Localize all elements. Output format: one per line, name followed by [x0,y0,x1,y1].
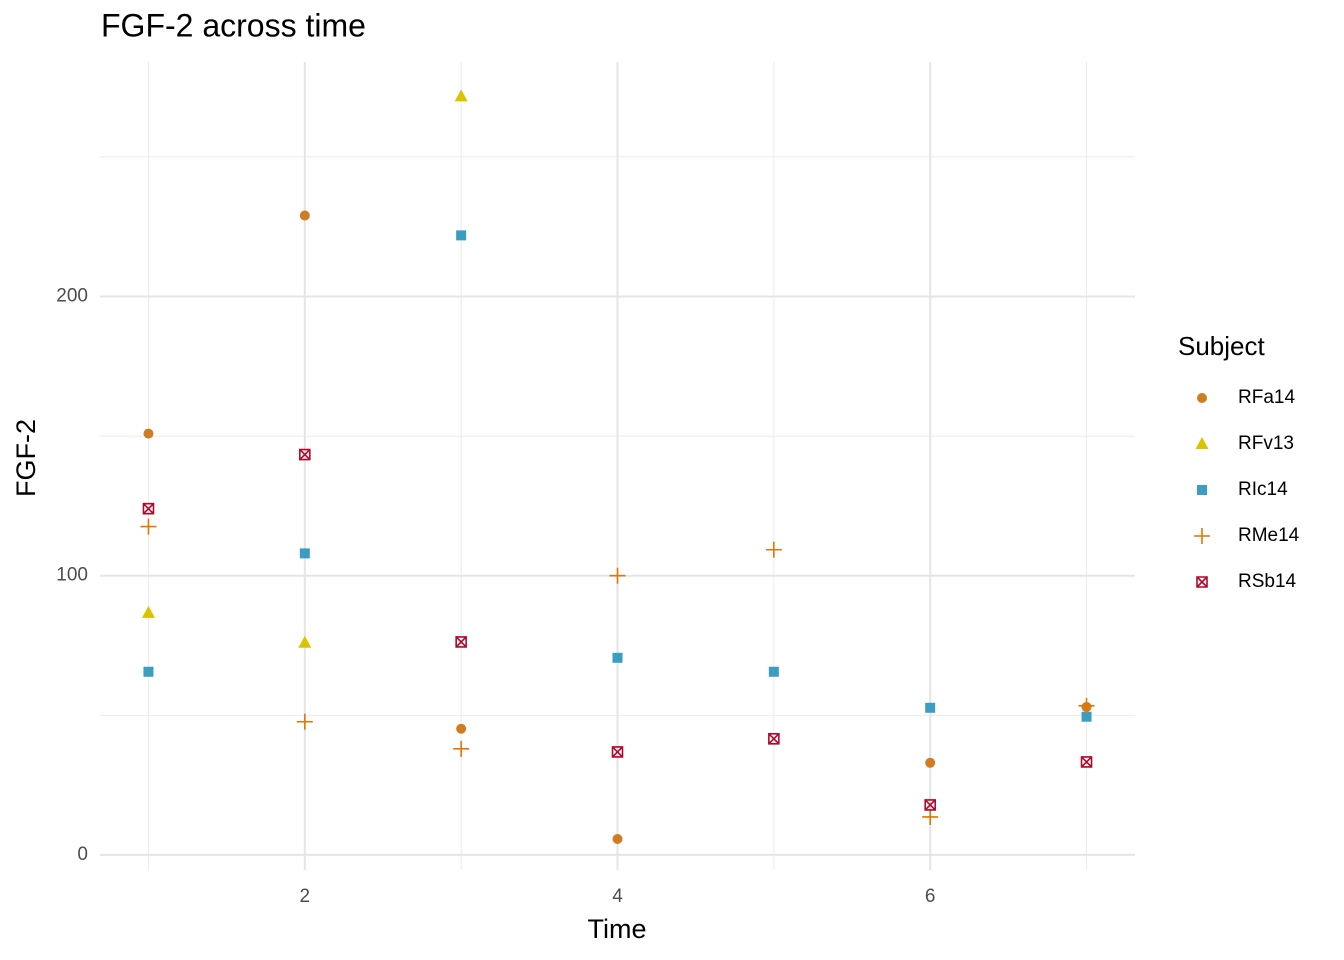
legend-label: RFa14 [1238,387,1295,408]
point [298,635,312,648]
point [765,541,782,558]
point [768,666,779,677]
y-tick-label: 200 [56,286,88,307]
point [140,518,157,535]
legend-marker [1196,576,1208,588]
point [453,740,470,757]
grid [100,62,1135,870]
legend-marker [1197,393,1207,403]
chart-title: FGF-2 across time [101,7,366,43]
point [143,428,154,439]
x-tick-label: 4 [612,886,623,907]
point [299,448,311,461]
point [456,230,467,241]
point [768,732,780,745]
legend-label: RFv13 [1238,433,1294,454]
legend-title: Subject [1178,331,1265,361]
point [1081,711,1092,722]
legend-marker [1195,437,1209,449]
point [454,89,468,102]
point [143,666,154,677]
legend-label: RMe14 [1238,525,1300,546]
point [141,605,155,618]
point [925,702,936,713]
point [1080,756,1093,768]
x-tick-label: 6 [925,886,936,907]
legend-label: RIc14 [1238,479,1288,500]
point [299,210,310,221]
y-tick-label: 100 [56,565,88,586]
y-tick-label: 0 [77,844,88,865]
legend-marker [1194,528,1210,544]
point [142,502,155,515]
legend-label: RSb14 [1238,571,1297,592]
point [922,808,939,825]
point [925,757,936,768]
point [612,834,623,845]
point [456,723,467,734]
x-tick-label: 2 [300,886,311,907]
point [609,567,626,584]
legend-marker [1197,485,1207,495]
y-axis-label: FGF-2 [11,419,41,497]
point [299,548,310,559]
point [296,713,313,730]
point [455,636,467,648]
point [924,799,936,811]
point [1078,697,1095,714]
x-axis-label: Time [588,914,647,944]
point [612,652,623,663]
point [611,746,624,758]
